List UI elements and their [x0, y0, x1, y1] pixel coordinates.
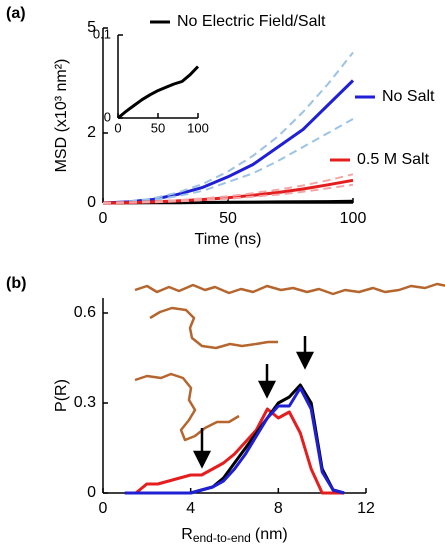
molecule: [134, 282, 445, 296]
x-tick-label: 0: [114, 120, 121, 135]
y-tick-label: 0: [87, 484, 96, 501]
x-tick-label: 100: [340, 210, 367, 227]
y-tick-label: 0.1: [93, 26, 111, 41]
arrow-head: [257, 380, 277, 399]
series-line: [102, 183, 354, 204]
x-tick-label: 8: [274, 500, 283, 517]
y-tick-label: 0: [104, 109, 111, 124]
x-axis-label: Time (ns): [195, 231, 262, 248]
series-line: [102, 51, 354, 204]
x-tick-label: 0: [99, 500, 108, 517]
x-label-main: R: [181, 526, 193, 543]
panel-label: (b): [6, 275, 26, 292]
series-line: [117, 65, 200, 120]
series-line: [124, 383, 345, 495]
series-line: [124, 407, 345, 495]
molecule: [149, 306, 278, 350]
series-line: [102, 79, 355, 205]
y-tick-label: 5: [87, 19, 96, 36]
y-tick-label: 2: [87, 124, 96, 141]
y-tick-label: 0.3: [74, 394, 96, 411]
y-axis-label: MSD (x10³ nm²): [53, 59, 70, 173]
legend-label: No Salt: [382, 88, 435, 105]
x-tick-label: 12: [357, 500, 375, 517]
x-tick-label: 50: [151, 120, 165, 135]
y-axis-label: P(R): [53, 379, 70, 412]
arrow-head: [192, 450, 212, 469]
arrows: [192, 336, 315, 469]
panel-label: (a): [6, 5, 26, 22]
x-tick-label: 100: [187, 120, 209, 135]
x-label-unit: (nm): [255, 526, 288, 543]
legend-label: No Electric Field/Salt: [177, 13, 326, 30]
legend-label: 0.5 M Salt: [357, 151, 430, 168]
x-tick-label: 50: [219, 210, 237, 227]
y-tick-label: 0: [87, 194, 96, 211]
arrow-head: [295, 351, 315, 370]
x-tick-label: 4: [186, 500, 195, 517]
series-line: [124, 386, 345, 495]
molecules: [134, 282, 445, 442]
x-label-sub: end-to-end: [193, 531, 251, 545]
y-tick-label: 0.6: [74, 304, 96, 321]
x-axis-label: Rend-to-end (nm): [181, 526, 288, 545]
x-tick-label: 0: [99, 210, 108, 227]
molecule: [134, 372, 240, 442]
